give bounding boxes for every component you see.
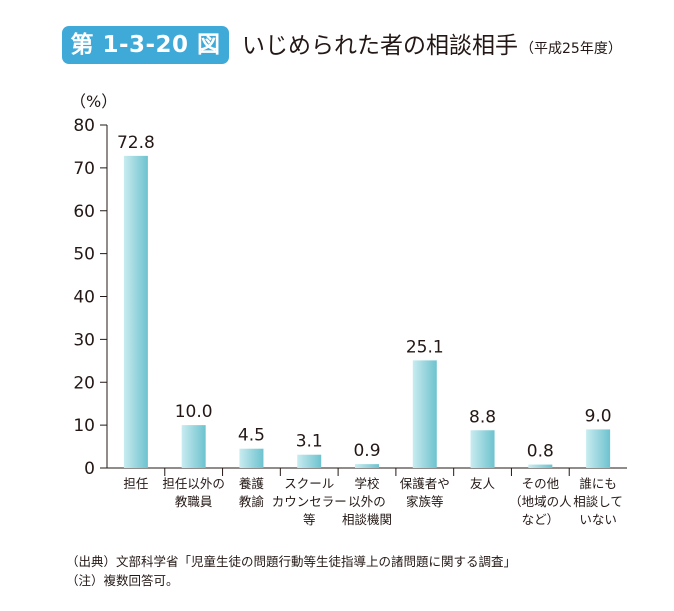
- category-label: 家族等: [406, 494, 444, 509]
- category-label: 誰にも: [579, 476, 617, 491]
- bar: [123, 155, 148, 468]
- source-note: （出典）文部科学省「児童生徒の問題行動等生徒指導上の諸問題に関する調査」: [66, 554, 517, 569]
- figure-title: いじめられた者の相談相手 （平成25年度）: [242, 28, 622, 64]
- category-label: （地域の人: [509, 494, 572, 509]
- bar: [297, 454, 322, 468]
- bar: [586, 429, 611, 468]
- category-label: スクール: [284, 476, 334, 491]
- figure-number-badge: 第 1-3-20 図: [62, 26, 229, 64]
- y-tick-label: 0: [84, 459, 95, 479]
- data-label: 9.0: [585, 406, 612, 426]
- x-axis: [107, 467, 627, 476]
- data-label: 0.8: [527, 442, 554, 462]
- category-label: 保護者や: [400, 476, 450, 491]
- category-label: 相談機関: [342, 512, 392, 527]
- category-label: 養護: [239, 476, 265, 491]
- category-label: 教諭: [239, 494, 265, 509]
- bar: [470, 430, 495, 468]
- y-tick-label: 40: [73, 288, 95, 308]
- category-label: 以外の: [348, 494, 386, 509]
- y-tick-label: 10: [73, 416, 95, 436]
- bar: [528, 464, 553, 468]
- figure-subtitle: （平成25年度）: [520, 41, 622, 57]
- chart-notes: （出典）文部科学省「児童生徒の問題行動等生徒指導上の諸問題に関する調査」 （注）…: [66, 552, 516, 590]
- data-label: 8.8: [469, 407, 496, 427]
- category-label: カウンセラー: [272, 494, 347, 509]
- data-labels: 72.8 10.0 4.5 3.1 0.9 25.1 8.8 0.8 9.0: [117, 133, 612, 462]
- y-tick-label: 70: [73, 159, 95, 179]
- y-tick-label: 30: [73, 330, 95, 350]
- category-label: 相談して: [573, 494, 623, 509]
- data-label: 25.1: [406, 337, 444, 357]
- data-label: 72.8: [117, 133, 155, 153]
- bars: [123, 155, 611, 468]
- y-tick-label: 20: [73, 373, 95, 393]
- bar: [239, 448, 264, 468]
- y-unit-label: （%）: [70, 92, 117, 111]
- y-axis: （%） 0 10 20 30 40 50 60 70 80: [70, 92, 117, 479]
- data-label: 10.0: [175, 402, 213, 422]
- category-label: その他: [522, 476, 560, 491]
- bar: [181, 425, 206, 468]
- data-label: 0.9: [353, 441, 380, 461]
- category-label: 担任以外の: [162, 476, 225, 491]
- figure-title-text: いじめられた者の相談相手: [242, 33, 518, 59]
- y-tick-label: 60: [73, 202, 95, 222]
- bar: [355, 464, 379, 468]
- data-label: 3.1: [296, 432, 323, 452]
- footnote: （注）複数回答可。: [66, 573, 179, 588]
- category-label: 友人: [470, 476, 496, 491]
- category-label: 等: [303, 512, 316, 527]
- data-label: 4.5: [238, 426, 265, 446]
- category-label: 学校: [354, 476, 380, 491]
- bar-chart: （%） 0 10 20 30 40 50 60 70 80 72.8 10.0 4.5 3.1 0.9 25…: [70, 92, 627, 527]
- y-tick-label: 80: [73, 116, 95, 136]
- category-label: 教職員: [175, 494, 213, 509]
- category-label: いない: [579, 512, 617, 527]
- y-tick-label: 50: [73, 245, 95, 265]
- bar: [412, 360, 437, 468]
- category-label: など）: [522, 512, 560, 527]
- category-label: 担任: [123, 476, 148, 491]
